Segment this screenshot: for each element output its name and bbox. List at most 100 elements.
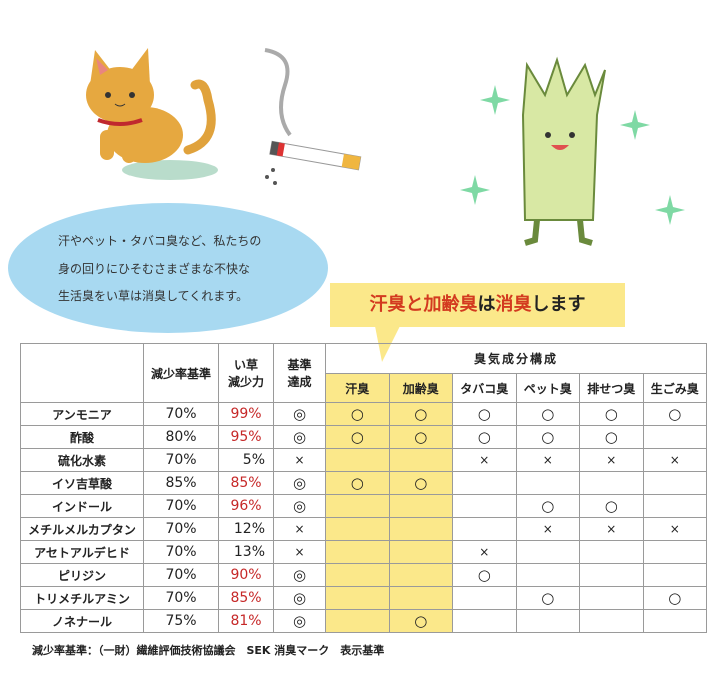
odor-cell: [325, 517, 390, 541]
compound-name: 酢酸: [20, 425, 144, 449]
odor-cell: [642, 425, 707, 449]
callout-highlight: 汗臭と加齢臭: [369, 294, 478, 315]
odor-cell: ○: [515, 425, 580, 449]
standard-cell: 70%: [143, 563, 219, 587]
compound-name: トリメチルアミン: [20, 586, 144, 610]
odor-cell: [452, 586, 517, 610]
odor-cell: ○: [388, 609, 453, 633]
odor-cell: [579, 563, 644, 587]
odor-cell: ○: [579, 425, 644, 449]
igusa-cell: 90%: [218, 563, 274, 587]
achieved-cell: ×: [273, 448, 326, 472]
deodorant-table: 減少率基準 い草 減少力 基準 達成 臭気成分構成 汗臭 加齢臭 タバコ臭 ペット臭 排せつ…: [20, 343, 707, 633]
odor-cell: ○: [642, 402, 707, 426]
achieved-cell: ◎: [273, 471, 326, 495]
table-row: ノネナール 75% 81% ◎ ○: [20, 609, 707, 633]
odor-cell: [388, 540, 453, 564]
header-achieved: 基準 達成: [273, 343, 326, 403]
intro-line: 生活臭をい草は消臭してくれます。: [58, 289, 249, 303]
igusa-cell: 99%: [218, 402, 274, 426]
igusa-character-icon: [460, 56, 685, 246]
compound-name: メチルメルカプタン: [20, 517, 144, 541]
standard-cell: 70%: [143, 540, 219, 564]
odor-cell: [388, 494, 453, 518]
header-odor: 汗臭: [325, 373, 390, 403]
achieved-cell: ◎: [273, 609, 326, 633]
achieved-cell: ◎: [273, 563, 326, 587]
odor-cell: ○: [388, 402, 453, 426]
callout-banner: 汗臭と加齢臭は消臭します: [330, 283, 625, 327]
table-row: メチルメルカプタン 70% 12% × × × ×: [20, 517, 707, 541]
odor-cell: [325, 540, 390, 564]
odor-cell: [642, 563, 707, 587]
intro-line: 身の回りにひそむさまざまな不快な: [58, 261, 251, 276]
compound-name: イソ吉草酸: [20, 471, 144, 495]
odor-cell: [579, 540, 644, 564]
igusa-cell: 13%: [218, 540, 274, 564]
header-odor-group: 臭気成分構成: [325, 343, 707, 374]
table-row: インドール 70% 96% ◎ ○ ○: [20, 494, 707, 518]
igusa-cell: 85%: [218, 586, 274, 610]
table-row: アセトアルデヒド 70% 13% × ×: [20, 540, 707, 564]
odor-cell: [515, 471, 580, 495]
odor-cell: ×: [452, 448, 517, 472]
header-odor: 加齢臭: [388, 373, 453, 403]
odor-cell: ○: [515, 586, 580, 610]
odor-cell: ×: [579, 448, 644, 472]
odor-cell: ○: [325, 402, 390, 426]
header-igusa: い草 減少力: [218, 343, 274, 403]
compound-name: インドール: [20, 494, 144, 518]
igusa-cell: 85%: [218, 471, 274, 495]
footnote: 減少率基準：（一財）繊維評価技術協議会 SEK 消臭マーク 表示基準: [32, 644, 385, 657]
compound-name: 硫化水素: [20, 448, 144, 472]
odor-cell: ×: [515, 517, 580, 541]
table-row: 硫化水素 70% 5% × × × × ×: [20, 448, 707, 472]
achieved-cell: ×: [273, 517, 326, 541]
odor-cell: [642, 471, 707, 495]
odor-cell: ○: [388, 471, 453, 495]
achieved-cell: ×: [273, 540, 326, 564]
compound-name: ノネナール: [20, 609, 144, 633]
cat-icon: [86, 48, 218, 180]
odor-cell: [325, 563, 390, 587]
intro-bubble: [8, 203, 328, 333]
odor-cell: [515, 563, 580, 587]
compound-name: アセトアルデヒド: [20, 540, 144, 564]
odor-cell: [325, 609, 390, 633]
header-odor: 生ごみ臭: [642, 373, 707, 403]
odor-cell: [579, 471, 644, 495]
odor-cell: ×: [642, 517, 707, 541]
odor-cell: ○: [388, 425, 453, 449]
intro-text: 汗やペット・タバコ臭など、私たちの 身の回りにひそむさまざまな不快な 生活臭をい…: [58, 228, 298, 311]
igusa-cell: 12%: [218, 517, 274, 541]
odor-cell: ×: [515, 448, 580, 472]
igusa-cell: 96%: [218, 494, 274, 518]
callout-text: します: [531, 294, 586, 315]
igusa-cell: 5%: [218, 448, 274, 472]
odor-cell: ○: [579, 402, 644, 426]
table-row: ピリジン 70% 90% ◎ ○: [20, 563, 707, 587]
odor-cell: [642, 609, 707, 633]
odor-cell: [452, 609, 517, 633]
odor-cell: [325, 448, 390, 472]
achieved-cell: ◎: [273, 586, 326, 610]
header-odor: タバコ臭: [452, 373, 517, 403]
odor-cell: [452, 471, 517, 495]
table-row: アンモニア 70% 99% ◎ ○ ○ ○ ○ ○ ○: [20, 402, 707, 426]
standard-cell: 75%: [143, 609, 219, 633]
cigarette-icon: [264, 48, 362, 185]
callout-text: は: [477, 294, 496, 315]
header-blank: [20, 343, 144, 403]
odor-cell: ○: [515, 402, 580, 426]
odor-cell: [579, 609, 644, 633]
odor-cell: [515, 540, 580, 564]
header-odor: ペット臭: [515, 373, 580, 403]
table-row: イソ吉草酸 85% 85% ◎ ○ ○: [20, 471, 707, 495]
standard-cell: 70%: [143, 402, 219, 426]
odor-cell: [515, 609, 580, 633]
table-row: 酢酸 80% 95% ◎ ○ ○ ○ ○ ○: [20, 425, 707, 449]
odor-cell: [642, 494, 707, 518]
odor-cell: [388, 586, 453, 610]
odor-cell: ○: [452, 402, 517, 426]
achieved-cell: ◎: [273, 494, 326, 518]
